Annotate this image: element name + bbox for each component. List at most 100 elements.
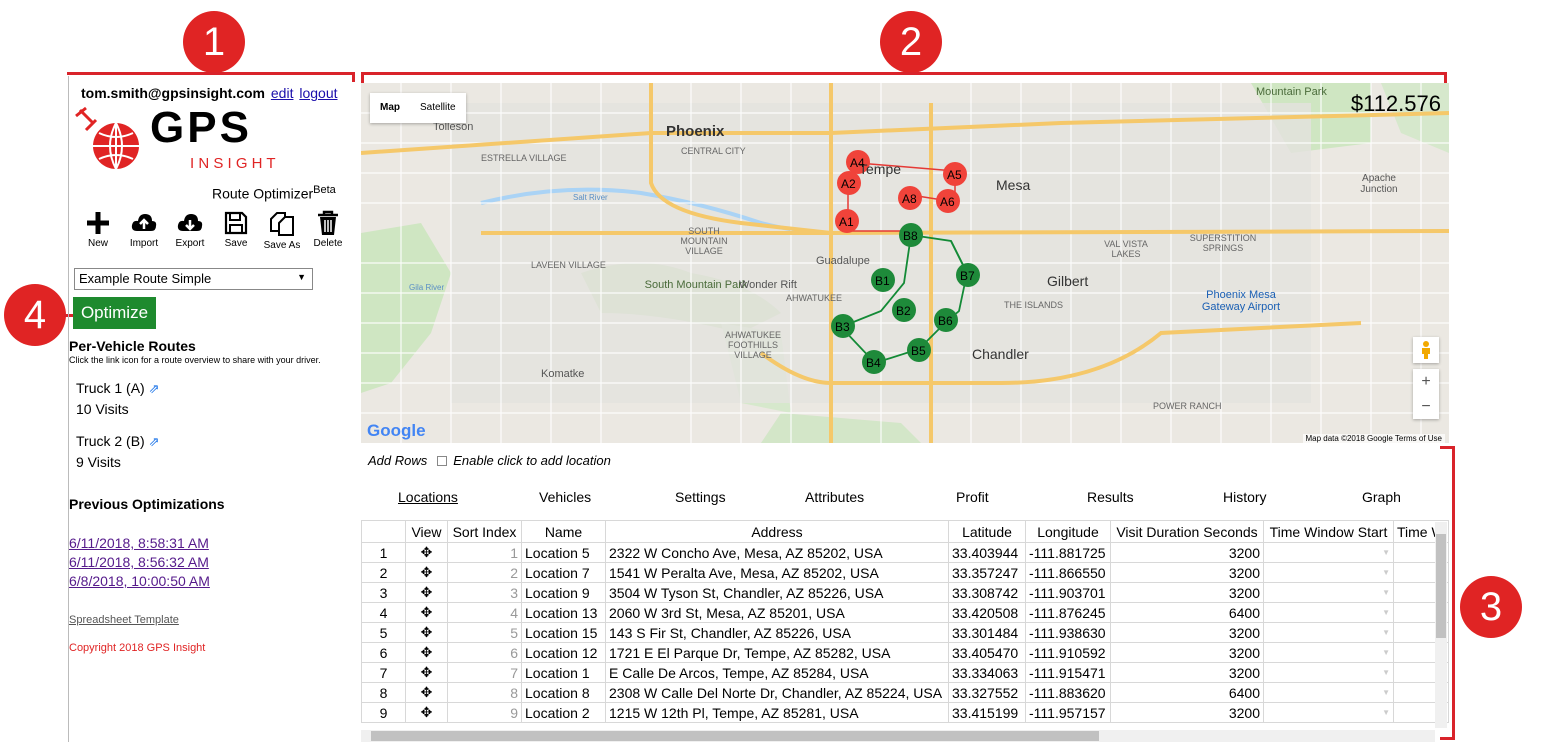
move-arrows-icon[interactable]: ✥ xyxy=(405,542,448,563)
sort-index[interactable]: 9 xyxy=(447,702,522,723)
location-name[interactable]: Location 15 xyxy=(521,622,606,643)
time-window-start[interactable]: ▼ xyxy=(1263,682,1394,703)
column-header[interactable]: Address xyxy=(605,520,949,543)
address[interactable]: 143 S Fir St, Chandler, AZ 85226, USA xyxy=(605,622,949,643)
move-arrows-icon[interactable]: ✥ xyxy=(405,582,448,603)
sort-index[interactable]: 5 xyxy=(447,622,522,643)
previous-optimization-link[interactable]: 6/11/2018, 8:58:31 AM xyxy=(69,535,209,551)
marker-label-b1[interactable]: B1 xyxy=(875,274,890,288)
table-row[interactable]: 8 ✥ 8 Location 8 2308 W Calle Del Norte Dr, … xyxy=(361,682,1449,703)
column-header[interactable]: Longitude xyxy=(1025,520,1111,543)
marker-label-a1[interactable]: A1 xyxy=(839,215,854,229)
row-number[interactable]: 5 xyxy=(361,622,406,643)
location-name[interactable]: Location 13 xyxy=(521,602,606,623)
visit-duration[interactable]: 3200 xyxy=(1110,662,1264,683)
marker-label-b4[interactable]: B4 xyxy=(866,356,881,370)
column-header[interactable]: Sort Index xyxy=(447,520,522,543)
external-link-icon[interactable]: ⇗ xyxy=(148,434,160,449)
time-window-start[interactable]: ▼ xyxy=(1263,702,1394,723)
move-arrows-icon[interactable]: ✥ xyxy=(405,562,448,583)
time-window-start[interactable]: ▼ xyxy=(1263,562,1394,583)
time-window-start[interactable]: ▼ xyxy=(1263,622,1394,643)
row-number[interactable]: 6 xyxy=(361,642,406,663)
export-button[interactable]: Export xyxy=(167,210,213,251)
visit-duration[interactable]: 3200 xyxy=(1110,542,1264,563)
address[interactable]: 2322 W Concho Ave, Mesa, AZ 85202, USA xyxy=(605,542,949,563)
sort-index[interactable]: 1 xyxy=(447,542,522,563)
visit-duration[interactable]: 3200 xyxy=(1110,702,1264,723)
optimize-button[interactable]: Optimize xyxy=(73,297,156,329)
table-row[interactable]: 2 ✥ 2 Location 7 1541 W Peralta Ave, Mesa, A… xyxy=(361,562,1449,583)
latitude[interactable]: 33.415199 xyxy=(948,702,1026,723)
address[interactable]: 1721 E El Parque Dr, Tempe, AZ 85282, US… xyxy=(605,642,949,663)
add-rows-link[interactable]: Add Rows xyxy=(368,453,428,468)
logout-link[interactable]: logout xyxy=(299,85,338,101)
marker-label-b7[interactable]: B7 xyxy=(960,269,975,283)
previous-optimization-link[interactable]: 6/8/2018, 10:00:50 AM xyxy=(69,573,210,589)
visit-duration[interactable]: 3200 xyxy=(1110,622,1264,643)
tab-vehicles[interactable]: Vehicles xyxy=(539,489,592,505)
location-name[interactable]: Location 5 xyxy=(521,542,606,563)
column-header[interactable]: Name xyxy=(521,520,606,543)
import-button[interactable]: Import xyxy=(121,210,167,251)
address[interactable]: E Calle De Arcos, Tempe, AZ 85284, USA xyxy=(605,662,949,683)
sort-index[interactable]: 7 xyxy=(447,662,522,683)
previous-optimization-link[interactable]: 6/11/2018, 8:56:32 AM xyxy=(69,554,209,570)
marker-label-a5[interactable]: A5 xyxy=(947,168,962,182)
time-window-start[interactable]: ▼ xyxy=(1263,602,1394,623)
save-button[interactable]: Save xyxy=(213,210,259,251)
location-name[interactable]: Location 8 xyxy=(521,682,606,703)
latitude[interactable]: 33.403944 xyxy=(948,542,1026,563)
row-number[interactable]: 8 xyxy=(361,682,406,703)
marker-label-a6[interactable]: A6 xyxy=(940,195,955,209)
location-name[interactable]: Location 12 xyxy=(521,642,606,663)
marker-label-b3[interactable]: B3 xyxy=(835,320,850,334)
vertical-scrollbar[interactable] xyxy=(1435,522,1447,728)
marker-label-b8[interactable]: B8 xyxy=(903,229,918,243)
tab-locations[interactable]: Locations xyxy=(398,489,458,505)
address[interactable]: 2060 W 3rd St, Mesa, AZ 85201, USA xyxy=(605,602,949,623)
visit-duration[interactable]: 6400 xyxy=(1110,602,1264,623)
sort-index[interactable]: 2 xyxy=(447,562,522,583)
move-arrows-icon[interactable]: ✥ xyxy=(405,602,448,623)
time-window-start[interactable]: ▼ xyxy=(1263,582,1394,603)
longitude[interactable]: -111.915471 xyxy=(1025,662,1111,683)
edit-link[interactable]: edit xyxy=(270,85,294,101)
column-header[interactable]: Time W xyxy=(1393,520,1449,543)
time-window-start[interactable]: ▼ xyxy=(1263,642,1394,663)
visit-duration[interactable]: 6400 xyxy=(1110,682,1264,703)
column-header[interactable]: Time Window Start xyxy=(1263,520,1394,543)
latitude[interactable]: 33.405470 xyxy=(948,642,1026,663)
tab-graph[interactable]: Graph xyxy=(1362,489,1401,505)
visit-duration[interactable]: 3200 xyxy=(1110,562,1264,583)
marker-label-b5[interactable]: B5 xyxy=(911,344,926,358)
longitude[interactable]: -111.910592 xyxy=(1025,642,1111,663)
time-window-start[interactable]: ▼ xyxy=(1263,542,1394,563)
sort-index[interactable]: 4 xyxy=(447,602,522,623)
location-name[interactable]: Location 9 xyxy=(521,582,606,603)
move-arrows-icon[interactable]: ✥ xyxy=(405,642,448,663)
sort-index[interactable]: 3 xyxy=(447,582,522,603)
latitude[interactable]: 33.420508 xyxy=(948,602,1026,623)
longitude[interactable]: -111.883620 xyxy=(1025,682,1111,703)
table-row[interactable]: 9 ✥ 9 Location 2 1215 W 12th Pl, Tempe, AZ 8… xyxy=(361,702,1449,723)
enable-click-checkbox[interactable] xyxy=(437,455,448,466)
table-row[interactable]: 5 ✥ 5 Location 15 143 S Fir St, Chandler, AZ… xyxy=(361,622,1449,643)
sort-index[interactable]: 6 xyxy=(447,642,522,663)
longitude[interactable]: -111.938630 xyxy=(1025,622,1111,643)
sort-index[interactable]: 8 xyxy=(447,682,522,703)
latitude[interactable]: 33.334063 xyxy=(948,662,1026,683)
longitude[interactable]: -111.876245 xyxy=(1025,602,1111,623)
visit-duration[interactable]: 3200 xyxy=(1110,642,1264,663)
address[interactable]: 1541 W Peralta Ave, Mesa, AZ 85202, USA xyxy=(605,562,949,583)
zoom-in-icon[interactable]: + xyxy=(1421,373,1431,390)
column-header[interactable]: Latitude xyxy=(948,520,1026,543)
move-arrows-icon[interactable]: ✥ xyxy=(405,682,448,703)
row-number[interactable]: 1 xyxy=(361,542,406,563)
longitude[interactable]: -111.903701 xyxy=(1025,582,1111,603)
new-button[interactable]: New xyxy=(75,210,121,251)
marker-label-b6[interactable]: B6 xyxy=(938,314,953,328)
time-window-end[interactable] xyxy=(1393,702,1449,723)
table-row[interactable]: 6 ✥ 6 Location 12 1721 E El Parque Dr, Tempe… xyxy=(361,642,1449,663)
